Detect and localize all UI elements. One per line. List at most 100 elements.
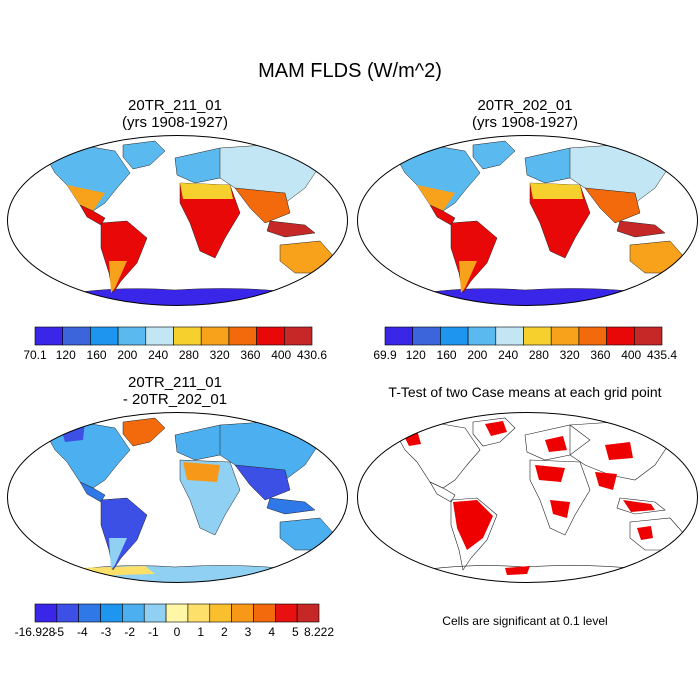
colorbar-swatch [256,326,285,346]
colorbar-tick-label: 3 [245,625,252,638]
figure-title: MAM FLDS (W/m^2) [258,60,442,82]
colorbar-swatch [467,326,497,346]
panel1-title: 20TR_211_01 (yrs 1908-1927) [5,97,345,131]
panel4-title: T-Test of two Case means at each grid po… [388,384,662,400]
panel2-title: 20TR_202_01 (yrs 1908-1927) [355,97,695,131]
panel2-title-line2: (yrs 1908-1927) [472,114,578,131]
south-asia-shape [234,187,291,224]
colorbar-case1: 70.1 120 160 200 240 280 320 360 400 430.6 [23,326,327,361]
colorbar-tick-label: 400 [621,348,641,361]
colorbar-swatch [296,603,320,623]
indonesia-shape [616,220,666,238]
colorbar-swatch [62,326,91,346]
map-border [7,135,348,306]
colorbar-tick-label: 240 [498,348,518,361]
panel1-title-line2: (yrs 1908-1927) [122,114,228,131]
colorbar-swatch [143,603,167,623]
colorbar-tick-label: 120 [56,348,76,361]
sig-indonesia [623,500,655,512]
central-america-shape [429,204,456,226]
colorbar-swatch [34,603,58,623]
colorbar-swatch [173,326,202,346]
panel3-title-line1: 20TR_211_01 [128,374,222,391]
colorbar-tick-label: 280 [529,348,549,361]
colorbar-swatch [606,326,635,346]
colorbar-tick-label: 320 [210,348,230,361]
sig-australia [637,526,653,540]
africa-outline [529,459,591,536]
central-america-outline [429,481,456,503]
panel2-title-line1: 20TR_202_01 [477,97,573,114]
colorbar-swatch [550,326,580,346]
colorbar-swatch [578,326,607,346]
colorbar-swatch [122,603,145,623]
colorbar-tick-label: 5 [292,625,299,638]
colorbar-swatch [384,326,414,346]
greenland-shape [472,140,516,170]
colorbar-tick-label: 280 [179,348,199,361]
colorbar-swatch [275,603,298,623]
colorbar-tick-label: 430.6 [297,348,327,361]
map-panel-case1 [7,135,348,306]
colorbar-swatch [145,326,174,346]
greenland-shape [122,417,166,447]
sig-india [595,472,617,490]
colorbar-tick-label: 200 [467,348,487,361]
colorbar-tick-label: 200 [117,348,137,361]
colorbar-swatch [117,326,147,346]
colorbar-swatch [283,326,313,346]
colorbar-tick-label: 8.222 [304,625,334,638]
colorbar-swatch [523,326,552,346]
colorbar-tick-label: 0 [174,625,181,638]
sig-south-america [453,500,493,550]
south-america-tip-shape [109,261,127,293]
africa-shape [179,182,241,259]
colorbar-swatch [209,603,232,623]
sig-europe [545,436,567,452]
sig-greenland [485,421,507,436]
indonesia-shape [266,220,316,238]
colorbar-swatch [100,603,123,623]
central-america-shape [79,204,106,226]
colorbar-swatch [231,603,254,623]
colorbar-tick-label: 360 [590,348,610,361]
north-america-shape [394,144,481,212]
colorbar-swatch [90,326,119,346]
panel3-title-line2: - 20TR_202_01 [122,391,228,408]
south-america-outline [450,497,498,571]
significance-cells [403,421,655,575]
colorbar-tick-label: -16.928 [15,625,56,638]
sahara-warm-patch [183,462,220,482]
significance-note: Cells are significant at 0.1 level [442,614,608,628]
colorbar-tick-label: 69.9 [373,348,397,361]
sig-antarctica [505,566,530,575]
colorbar-swatch [633,326,663,346]
colorbar-tick-label: -5 [53,625,64,638]
colorbar-case2: 69.9 120 160 200 240 280 320 360 400 435.4 [373,326,677,361]
sahara-shape [180,183,233,199]
panel3-title: 20TR_211_01 - 20TR_202_01 [5,374,345,408]
colorbar-tick-label: -1 [148,625,159,638]
sig-central-africa [550,500,570,518]
colorbar-swatch [253,603,276,623]
colorbar-swatch [228,326,257,346]
map-border [357,135,698,306]
colorbar-tick-label: 1 [197,625,204,638]
south-america-tip-shape [109,538,127,570]
colorbar-tick-label: 240 [148,348,168,361]
map-border [7,412,348,583]
greenland-outline [472,417,516,447]
north-america-shape [44,144,131,212]
sig-sahara [535,465,565,482]
colorbar-tick-label: 160 [437,348,457,361]
north-america-south-shape [417,185,455,211]
colorbar-tick-label: -3 [101,625,112,638]
colorbar-swatch [187,603,211,623]
south-america-tip-shape [459,261,477,293]
colorbar-tick-label: -4 [77,625,88,638]
colorbar-tick-label: 70.1 [23,348,47,361]
colorbar-tick-label: 4 [268,625,275,638]
indonesia-shape [266,497,316,515]
colorbar-tick-label: -2 [124,625,135,638]
panel1-title-line1: 20TR_211_01 [128,97,222,114]
